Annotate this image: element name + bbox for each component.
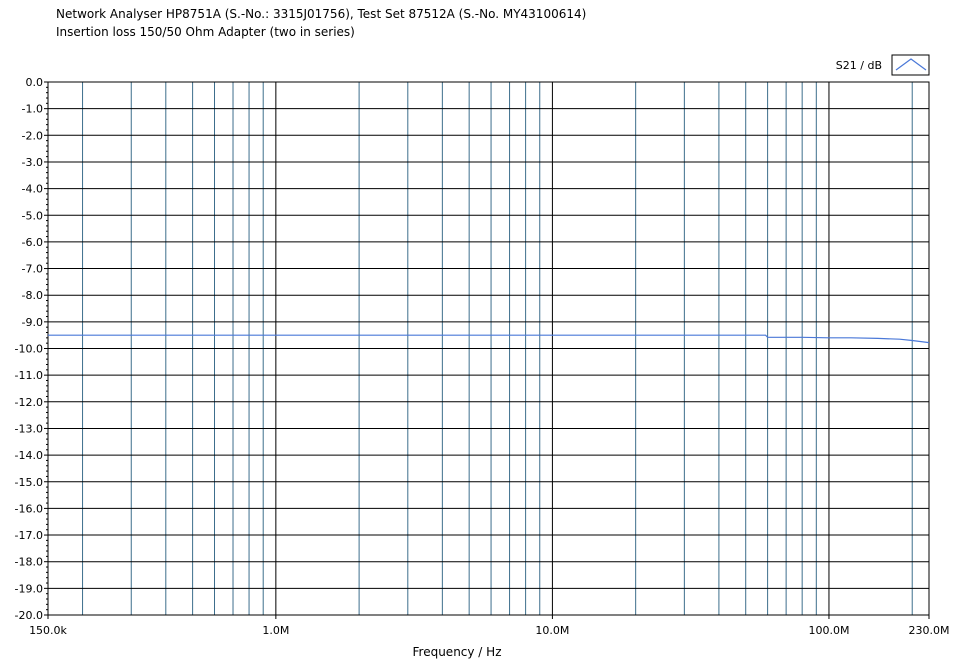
y-tick-label: -8.0 bbox=[22, 289, 43, 302]
x-tick-label: 150.0k bbox=[29, 624, 67, 637]
y-tick-label: -9.0 bbox=[22, 316, 43, 329]
x-tick-label: 10.0M bbox=[535, 624, 569, 637]
y-tick-label: -17.0 bbox=[15, 529, 43, 542]
x-tick-label: 100.0M bbox=[808, 624, 849, 637]
y-tick-label: -20.0 bbox=[15, 609, 43, 622]
y-tick-label: -3.0 bbox=[22, 156, 43, 169]
y-tick-label: -16.0 bbox=[15, 502, 43, 515]
x-axis-title: Frequency / Hz bbox=[413, 645, 502, 659]
axes bbox=[44, 81, 930, 619]
y-tick-label: -10.0 bbox=[15, 343, 43, 356]
y-tick-label: -5.0 bbox=[22, 209, 43, 222]
series-line-s21 bbox=[48, 334, 930, 344]
legend: S21 / dB bbox=[836, 54, 930, 76]
plot-frame bbox=[47, 81, 930, 616]
y-tick-label: -2.0 bbox=[22, 129, 43, 142]
chart-title: Network Analyser HP8751A (S.-No.: 3315J0… bbox=[56, 7, 587, 21]
y-tick-label: 0.0 bbox=[26, 76, 44, 89]
y-tick-label: -7.0 bbox=[22, 263, 43, 276]
x-tick-label: 1.0M bbox=[262, 624, 289, 637]
y-tick-label: -13.0 bbox=[15, 422, 43, 435]
line-sample-icon bbox=[895, 58, 927, 71]
y-tick-label: -6.0 bbox=[22, 236, 43, 249]
y-tick-label: -15.0 bbox=[15, 476, 43, 489]
tick-labels: 0.0 -1.0 -2.0 -3.0 -4.0 -5.0 -6.0 -7.0 -8.0 -9.0 -… bbox=[15, 76, 950, 637]
y-tick-label: -11.0 bbox=[15, 369, 43, 382]
y-tick-label: -18.0 bbox=[15, 556, 43, 569]
x-tick-label: 230.0M bbox=[909, 624, 950, 637]
legend-box bbox=[891, 54, 930, 76]
grid bbox=[48, 81, 929, 616]
legend-label: S21 / dB bbox=[836, 59, 882, 72]
y-tick-label: -14.0 bbox=[15, 449, 43, 462]
y-tick-label: -12.0 bbox=[15, 396, 43, 409]
series-layer bbox=[48, 334, 930, 344]
chart-subtitle: Insertion loss 150/50 Ohm Adapter (two i… bbox=[56, 25, 355, 39]
y-tick-label: -19.0 bbox=[15, 582, 43, 595]
y-tick-label: -4.0 bbox=[22, 183, 43, 196]
y-tick-label: -1.0 bbox=[22, 103, 43, 116]
